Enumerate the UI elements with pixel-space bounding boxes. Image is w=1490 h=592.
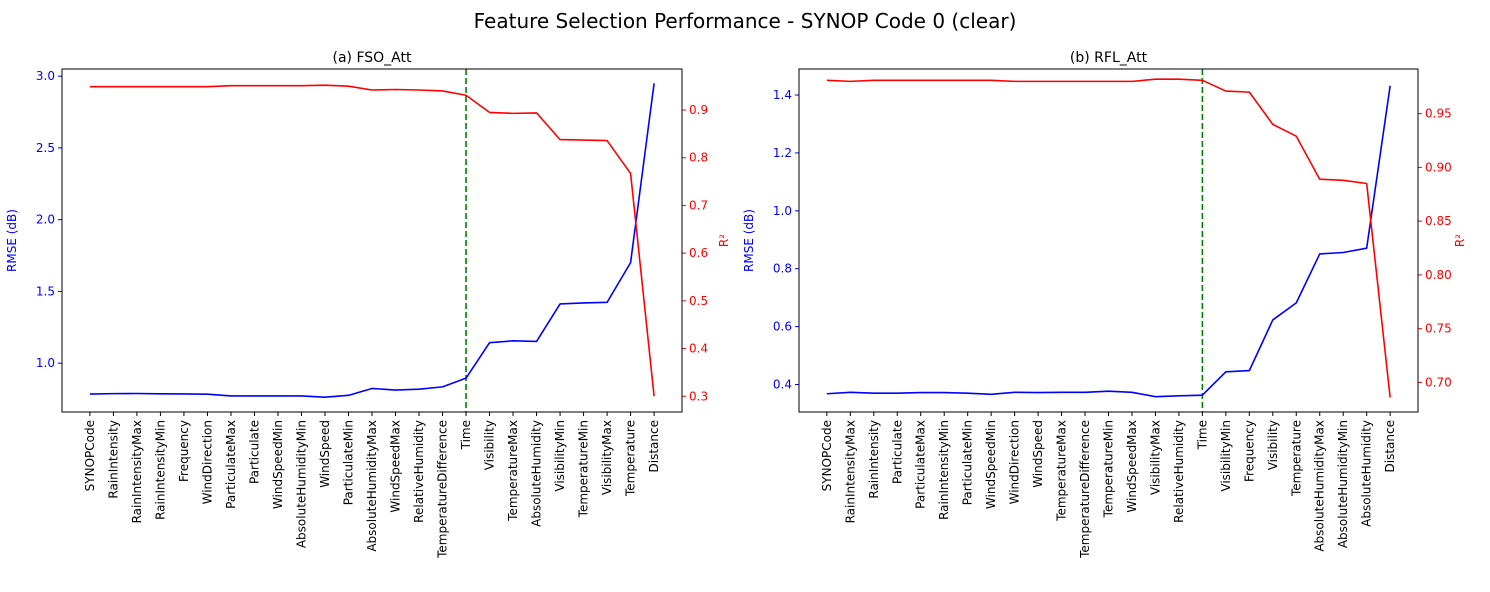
p1-right-tick-label: 0.80 xyxy=(1425,268,1452,282)
p0-right-tick-label: 0.4 xyxy=(689,342,708,356)
p0-left-axis-label: RMSE (dB) xyxy=(5,209,19,272)
p1-x-tick-label: AbsoluteHumidity xyxy=(1360,420,1374,527)
p0-right-axis-label: R² xyxy=(717,234,731,247)
p1-right-axis-label: R² xyxy=(1453,234,1467,247)
p1-x-tick-label: WindSpeed xyxy=(1031,420,1045,488)
p1-x-tick-label: RainIntensityMin xyxy=(937,420,951,520)
p1-r2-line xyxy=(826,78,1391,398)
p1-right-tick-label: 0.70 xyxy=(1425,375,1452,389)
p0-x-tick-label: WindSpeedMin xyxy=(271,420,285,509)
p1-right-tick-label: 0.75 xyxy=(1425,322,1452,336)
p0-x-tick-label: AbsoluteHumidityMax xyxy=(365,420,379,552)
p0-x-tick-label: RelativeHumidity xyxy=(412,420,426,523)
p0-x-tick-label: VisibilityMin xyxy=(553,420,567,492)
p1-x-tick-label: Time xyxy=(1195,420,1209,450)
p1-left-tick-label: 1.2 xyxy=(773,146,792,160)
p1-x-tick-label: WindSpeedMax xyxy=(1125,420,1139,513)
p1-left-tick-label: 0.4 xyxy=(773,378,792,392)
p0-right-tick-label: 0.3 xyxy=(689,389,708,403)
p1-x-tick-label: VisibilityMin xyxy=(1219,420,1233,492)
p1-x-tick-label: AbsoluteHumidityMin xyxy=(1336,420,1350,548)
p0-x-tick-label: VisibilityMax xyxy=(600,420,614,495)
p0-left-tick-label: 2.0 xyxy=(36,213,55,227)
p0-left-tick-label: 2.5 xyxy=(36,141,55,155)
p0-x-tick-label: TemperatureMin xyxy=(577,420,591,518)
p0-x-tick-label: TemperatureDifference xyxy=(436,420,450,559)
figure-suptitle: Feature Selection Performance - SYNOP Co… xyxy=(474,9,1017,33)
p1-x-tick-label: WindDirection xyxy=(1008,420,1022,504)
p0-x-tick-label: WindDirection xyxy=(200,420,214,504)
p1-x-tick-label: TemperatureMax xyxy=(1055,420,1069,522)
p0-x-tick-label: WindSpeed xyxy=(318,420,332,488)
p0-left-tick-label: 1.0 xyxy=(36,356,55,370)
p0-x-tick-label: RainIntensityMax xyxy=(130,420,144,523)
p0-x-tick-label: Visibility xyxy=(483,420,497,470)
p0-right-tick-label: 0.9 xyxy=(689,103,708,117)
p1-rmse-line xyxy=(826,85,1391,398)
p1-left-tick-label: 0.8 xyxy=(773,262,792,276)
p1-left-axis-label: RMSE (dB) xyxy=(742,209,756,272)
p0-left-tick-label: 1.5 xyxy=(36,284,55,298)
p1-left-tick-label: 0.6 xyxy=(773,320,792,334)
p0-x-tick-label: Frequency xyxy=(177,420,191,482)
p1-x-tick-label: Particulate xyxy=(890,420,904,484)
p1-x-tick-label: TemperatureMin xyxy=(1102,420,1116,518)
p1-x-tick-label: RelativeHumidity xyxy=(1172,420,1186,523)
p0-right-tick-label: 0.6 xyxy=(689,246,708,260)
p0-axes-frame xyxy=(61,68,683,413)
p0-rmse-line xyxy=(89,83,655,399)
panel-fso-att: (a) FSO_Att 1.0 1.5 2.0 2.5 3.0 0.3 0.4 0.5 0.6 0.… xyxy=(5,50,731,559)
p1-x-tick-label: RainIntensity xyxy=(867,420,881,499)
p0-x-tick-label: TemperatureMax xyxy=(506,420,520,522)
p1-x-tick-label: Temperature xyxy=(1289,420,1303,497)
p1-x-tick-label: RainIntensityMax xyxy=(843,420,857,523)
p0-x-tick-label: ParticulateMin xyxy=(341,420,355,505)
p1-right-tick-label: 0.85 xyxy=(1425,214,1452,228)
p1-x-tick-label: VisibilityMax xyxy=(1148,420,1162,495)
p0-x-tick-label: AbsoluteHumidity xyxy=(530,420,544,527)
p1-x-tick-label: ParticulateMin xyxy=(961,420,975,505)
p0-left-tick-label: 3.0 xyxy=(36,69,55,83)
p0-x-tick-label: Time xyxy=(459,420,473,450)
p1-axes-frame xyxy=(798,68,1419,413)
p1-x-tick-label: SYNOPCode xyxy=(820,420,834,491)
p1-left-tick-label: 1.0 xyxy=(773,204,792,218)
p1-x-tick-label: Distance xyxy=(1383,420,1397,472)
p0-right-tick-label: 0.5 xyxy=(689,294,708,308)
p0-x-tick-label: RainIntensity xyxy=(106,420,120,499)
p0-r2-line xyxy=(89,84,655,397)
p0-x-tick-label: Temperature xyxy=(624,420,638,497)
p1-x-tick-label: Frequency xyxy=(1242,420,1256,482)
panel-rfl-att: (b) RFL_Att 0.4 0.6 0.8 1.0 1.2 1.4 0.70 0.75 0.8… xyxy=(742,50,1467,559)
p0-title: (a) FSO_Att xyxy=(333,50,412,66)
p0-x-tick-label: SYNOPCode xyxy=(83,420,97,491)
p0-x-tick-label: RainIntensityMin xyxy=(153,420,167,520)
p0-x-tick-label: WindSpeedMax xyxy=(389,420,403,513)
p1-left-tick-label: 1.4 xyxy=(773,88,792,102)
p1-x-tick-label: AbsoluteHumidityMax xyxy=(1313,420,1327,552)
p1-x-tick-label: ParticulateMax xyxy=(914,420,928,509)
p0-right-tick-label: 0.7 xyxy=(689,198,708,212)
p0-x-tick-label: Particulate xyxy=(247,420,261,484)
p0-x-tick-label: Distance xyxy=(647,420,661,472)
p1-x-tick-label: WindSpeedMin xyxy=(984,420,998,509)
p1-x-tick-label: TemperatureDifference xyxy=(1078,420,1092,559)
p0-x-tick-label: AbsoluteHumidityMin xyxy=(294,420,308,548)
p1-right-tick-label: 0.90 xyxy=(1425,160,1452,174)
p1-right-tick-label: 0.95 xyxy=(1425,107,1452,121)
p0-right-tick-label: 0.8 xyxy=(689,151,708,165)
p0-x-tick-label: ParticulateMax xyxy=(224,420,238,509)
p1-x-tick-label: Visibility xyxy=(1266,420,1280,470)
p1-title: (b) RFL_Att xyxy=(1070,50,1148,66)
